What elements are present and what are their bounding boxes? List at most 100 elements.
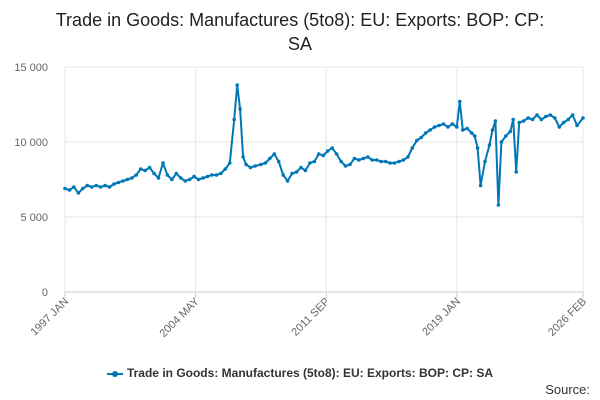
data-point <box>276 159 281 164</box>
legend[interactable]: Trade in Goods: Manufactures (5to8): EU:… <box>0 366 600 380</box>
data-point <box>352 156 357 161</box>
data-point <box>410 146 415 150</box>
legend-label: Trade in Goods: Manufactures (5to8): EU:… <box>126 366 494 380</box>
y-tick-label: 5 000 <box>20 212 48 224</box>
data-point <box>325 149 330 153</box>
data-point <box>290 171 294 176</box>
data-point <box>343 164 348 168</box>
data-point <box>397 159 401 164</box>
data-point <box>170 177 174 182</box>
data-point <box>370 158 375 162</box>
data-point <box>570 113 575 117</box>
data-point <box>259 162 263 167</box>
data-point <box>263 161 268 165</box>
data-point <box>575 123 579 128</box>
data-point <box>483 159 487 164</box>
data-point <box>89 185 94 189</box>
x-tick-label: 2004 MAY <box>157 295 202 340</box>
data-point <box>152 171 156 176</box>
data-point <box>308 161 312 165</box>
data-point <box>143 168 147 173</box>
data-point <box>253 164 257 168</box>
data-point <box>472 134 477 138</box>
data-point <box>514 170 518 174</box>
x-tick-label: 2011 SEP <box>289 296 332 339</box>
data-point <box>67 188 72 192</box>
data-point <box>334 152 339 156</box>
data-point <box>205 174 210 179</box>
data-point <box>223 167 228 171</box>
data-point <box>179 176 183 180</box>
data-point <box>423 131 428 135</box>
data-point <box>161 161 165 165</box>
data-point <box>116 180 121 185</box>
data-point <box>76 191 81 195</box>
data-point <box>388 161 392 165</box>
chart-title: Trade in Goods: Manufactures (5to8): EU:… <box>0 8 600 56</box>
data-point <box>85 183 90 188</box>
chart-title-line-1: Trade in Goods: Manufactures (5to8): EU:… <box>55 10 545 30</box>
data-point <box>437 123 441 128</box>
data-point <box>487 143 492 147</box>
data-point <box>138 167 143 171</box>
data-point <box>406 155 410 159</box>
data-point <box>428 128 432 132</box>
data-point <box>357 158 361 162</box>
data-point <box>241 155 245 159</box>
data-point <box>321 153 326 158</box>
chart-title-line-2: SA <box>287 34 312 54</box>
data-point <box>432 125 437 129</box>
data-point <box>499 140 504 144</box>
data-point <box>339 159 343 164</box>
data-point <box>228 161 232 165</box>
x-tick-label: 2026 FEB <box>546 296 589 339</box>
data-point <box>244 162 248 167</box>
series-line <box>64 84 584 206</box>
data-point <box>210 173 214 177</box>
data-point <box>72 185 76 189</box>
data-point <box>535 113 539 117</box>
data-point <box>461 128 465 132</box>
data-point <box>530 117 535 122</box>
data-point <box>219 171 223 176</box>
data-point <box>268 156 272 161</box>
data-point <box>112 182 116 186</box>
data-point <box>272 152 277 156</box>
data-point <box>469 131 474 135</box>
data-point <box>107 185 112 189</box>
data-point <box>544 114 548 119</box>
data-point <box>174 171 179 176</box>
data-point <box>235 83 239 87</box>
data-point <box>196 177 201 182</box>
data-point <box>455 125 459 129</box>
data-point <box>557 125 562 129</box>
data-point <box>147 165 152 170</box>
data-point <box>312 159 317 164</box>
data-point <box>441 122 446 126</box>
data-point <box>548 113 553 117</box>
data-point <box>539 117 544 122</box>
data-point <box>281 173 286 177</box>
data-point <box>187 177 192 182</box>
data-point <box>475 146 480 150</box>
data-point <box>165 173 170 177</box>
data-point <box>63 186 67 191</box>
data-point <box>517 120 521 125</box>
data-point <box>493 119 498 123</box>
data-point <box>511 117 515 122</box>
data-point <box>561 120 566 125</box>
data-point <box>508 129 513 134</box>
data-point <box>183 179 187 183</box>
data-point <box>330 146 335 150</box>
data-point <box>419 135 424 140</box>
data-point <box>361 156 366 161</box>
data-point <box>156 176 161 180</box>
data-point <box>379 159 383 164</box>
data-point <box>392 161 397 165</box>
data-point <box>81 186 85 191</box>
legend-swatch-icon <box>106 370 123 377</box>
data-point <box>294 170 299 174</box>
data-point <box>303 168 308 173</box>
data-point <box>496 203 501 207</box>
data-point <box>415 138 419 143</box>
